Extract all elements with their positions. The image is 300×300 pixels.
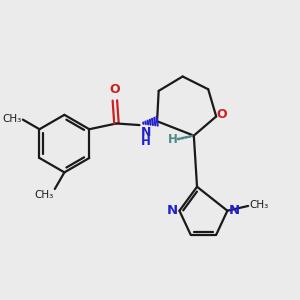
- Text: N: N: [167, 204, 178, 217]
- Text: O: O: [110, 83, 120, 96]
- Text: N: N: [141, 126, 151, 139]
- Text: CH₃: CH₃: [3, 114, 22, 124]
- Text: CH₃: CH₃: [250, 200, 269, 210]
- Text: H: H: [167, 133, 177, 146]
- Text: O: O: [217, 108, 227, 121]
- Text: N: N: [229, 204, 240, 217]
- Text: CH₃: CH₃: [34, 190, 54, 200]
- Text: H: H: [141, 135, 151, 148]
